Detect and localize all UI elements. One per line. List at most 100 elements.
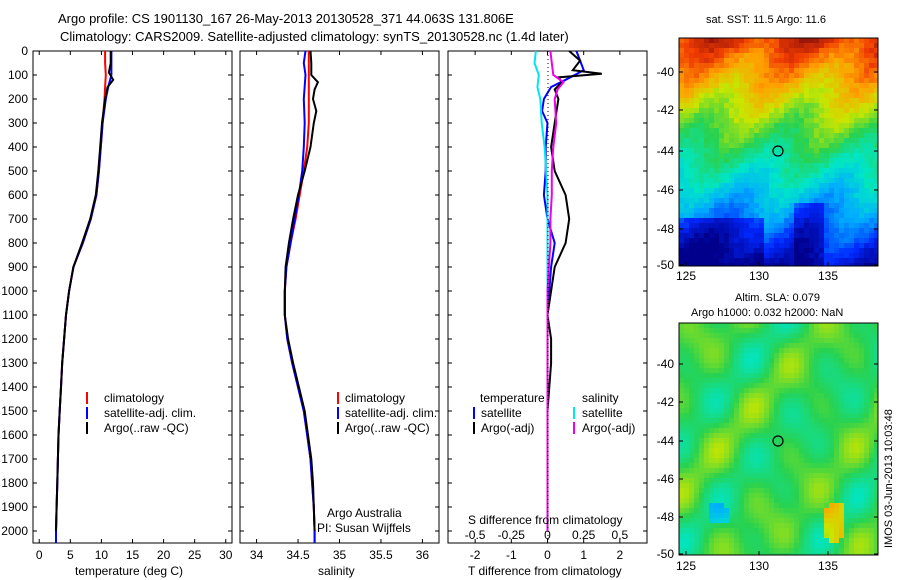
sla-cell	[774, 373, 779, 378]
sst-cell	[774, 78, 779, 83]
sst-cell	[869, 178, 874, 183]
sla-cell	[694, 553, 699, 555]
sla-cell	[874, 368, 878, 373]
sst-cell	[759, 123, 764, 128]
sst-cell	[679, 193, 684, 198]
sla-cell	[694, 403, 699, 408]
sla-cell	[714, 413, 719, 418]
x-tick-label: 10	[95, 548, 109, 562]
sst-cell	[779, 158, 784, 163]
sla-cell	[869, 393, 874, 398]
sla-cell	[694, 413, 699, 418]
sst-cell	[749, 243, 754, 248]
sla-cell	[794, 458, 799, 463]
sst-cell	[874, 88, 878, 93]
sla-cell	[739, 528, 744, 533]
sst-cell	[679, 183, 684, 188]
sla-cell	[699, 368, 704, 373]
sla-cell	[849, 323, 854, 328]
sla-cell	[719, 468, 724, 473]
sla-cell	[824, 508, 829, 513]
sla-cell	[804, 423, 809, 428]
sst-map	[679, 38, 878, 266]
sst-cell	[714, 73, 719, 78]
sst-cell	[709, 143, 714, 148]
sst-cell	[784, 108, 789, 113]
sla-cell	[679, 543, 684, 548]
sla-cell	[814, 388, 819, 393]
sla-cell	[839, 403, 844, 408]
sla-cell	[819, 518, 824, 523]
sst-cell	[819, 63, 824, 68]
sla-cell	[699, 438, 704, 443]
sla-cell	[689, 348, 694, 353]
sla-cell	[834, 473, 839, 478]
sla-cell	[859, 443, 864, 448]
sst-cell	[814, 63, 819, 68]
sst-cell	[809, 58, 814, 63]
sst-cell	[754, 183, 759, 188]
sst-cell	[864, 253, 869, 258]
sst-cell	[794, 138, 799, 143]
sla-cell	[869, 423, 874, 428]
sst-cell	[834, 203, 839, 208]
sst-cell	[819, 93, 824, 98]
sst-cell	[779, 68, 784, 73]
sst-cell	[854, 68, 859, 73]
sla-cell	[694, 528, 699, 533]
sst-cell	[849, 218, 854, 223]
sst-cell	[689, 208, 694, 213]
sla-cell	[784, 443, 789, 448]
sst-cell	[839, 248, 844, 253]
sla-cell	[734, 373, 739, 378]
sst-cell	[739, 143, 744, 148]
sla-cell	[789, 408, 794, 413]
sst-cell	[844, 243, 849, 248]
sst-cell	[714, 168, 719, 173]
sla-cell	[724, 393, 729, 398]
sla-cell	[814, 368, 819, 373]
sla-cell	[739, 468, 744, 473]
sla-cell	[699, 413, 704, 418]
sla-cell	[734, 403, 739, 408]
sla-cell	[769, 463, 774, 468]
sst-cell	[749, 63, 754, 68]
sst-cell	[734, 168, 739, 173]
sst-cell	[739, 73, 744, 78]
sla-cell	[854, 423, 859, 428]
sst-cell	[744, 143, 749, 148]
sla-cell	[679, 453, 684, 458]
sla-cell	[809, 428, 814, 433]
sla-cell	[814, 553, 819, 555]
sla-cell	[759, 488, 764, 493]
sst-cell	[829, 83, 834, 88]
sst-cell	[694, 258, 699, 263]
x-tick-label: 34.5	[286, 548, 310, 562]
sst-cell	[764, 243, 769, 248]
sla-cell	[824, 428, 829, 433]
sst-cell	[784, 118, 789, 123]
sst-cell	[764, 238, 769, 243]
sla-cell	[839, 428, 844, 433]
sla-cell	[694, 538, 699, 543]
sst-cell	[864, 173, 869, 178]
sla-cell	[874, 503, 878, 508]
sst-cell	[804, 168, 809, 173]
sla-cell	[789, 418, 794, 423]
sla-cell	[729, 398, 734, 403]
sla-cell	[874, 518, 878, 523]
sla-cell	[739, 403, 744, 408]
sla-cell	[734, 423, 739, 428]
sla-cell	[839, 488, 844, 493]
sla-cell	[869, 548, 874, 553]
sst-cell	[719, 193, 724, 198]
sla-cell	[834, 333, 839, 338]
sst-cell	[769, 88, 774, 93]
sla-cell	[784, 498, 789, 503]
sla-cell	[779, 393, 784, 398]
sst-cell	[694, 173, 699, 178]
sst-cell	[759, 168, 764, 173]
sla-cell	[749, 458, 754, 463]
sla-cell	[794, 393, 799, 398]
sla-cell	[699, 538, 704, 543]
